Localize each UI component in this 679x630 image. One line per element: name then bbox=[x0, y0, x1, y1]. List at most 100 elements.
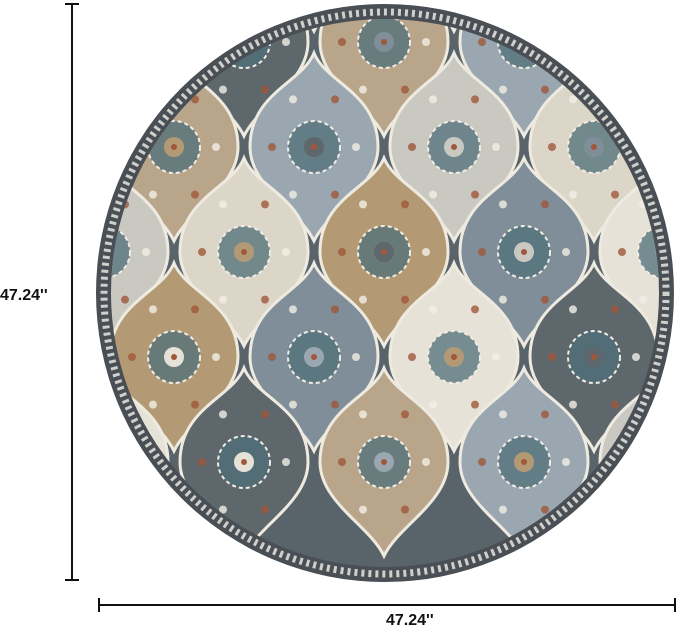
medallion-dot bbox=[521, 459, 527, 465]
floral-motif bbox=[478, 38, 486, 46]
floral-motif bbox=[261, 85, 269, 94]
floral-motif bbox=[198, 248, 206, 256]
floral-motif bbox=[499, 295, 507, 304]
floral-motif bbox=[219, 295, 227, 304]
floral-motif bbox=[338, 248, 346, 256]
floral-motif bbox=[212, 353, 220, 361]
medallion-petals bbox=[287, 330, 341, 384]
floral-motif bbox=[401, 505, 409, 514]
floral-motif bbox=[639, 505, 647, 514]
medallion bbox=[638, 226, 659, 278]
floral-motif bbox=[499, 200, 507, 209]
medallion-petals bbox=[357, 225, 411, 279]
floral-motif bbox=[569, 305, 577, 314]
width-dimension-label: 47.24'' bbox=[386, 612, 434, 629]
floral-motif bbox=[422, 38, 430, 46]
ogee-tile bbox=[670, 2, 676, 31]
floral-motif bbox=[611, 400, 619, 409]
floral-motif bbox=[639, 295, 647, 304]
medallion-dot bbox=[591, 354, 597, 360]
floral-motif bbox=[331, 305, 339, 314]
height-dimension-line bbox=[71, 3, 73, 581]
floral-motif bbox=[429, 190, 437, 199]
floral-motif bbox=[261, 410, 269, 419]
medallion-dot bbox=[521, 249, 527, 255]
floral-motif bbox=[352, 353, 360, 361]
medallion-petals bbox=[287, 120, 341, 174]
medallion-dot bbox=[311, 354, 317, 360]
floral-motif bbox=[282, 38, 290, 46]
floral-motif bbox=[499, 410, 507, 419]
floral-motif bbox=[268, 143, 276, 151]
floral-motif bbox=[632, 353, 640, 361]
floral-motif bbox=[611, 305, 619, 314]
floral-motif bbox=[492, 143, 500, 151]
floral-motif bbox=[289, 95, 297, 104]
floral-motif bbox=[492, 353, 500, 361]
medallion-petals bbox=[567, 330, 621, 384]
floral-motif bbox=[499, 505, 507, 514]
medallion-petals bbox=[217, 435, 271, 489]
floral-motif bbox=[422, 248, 430, 256]
floral-motif bbox=[289, 190, 297, 199]
floral-motif bbox=[548, 353, 556, 361]
ogee-tile bbox=[388, 19, 520, 35]
floral-motif bbox=[219, 505, 227, 514]
medallion-petals bbox=[147, 330, 201, 384]
floral-motif bbox=[149, 95, 157, 104]
floral-motif bbox=[541, 410, 549, 419]
floral-motif bbox=[191, 400, 199, 409]
medallion-dot bbox=[381, 39, 387, 45]
floral-motif bbox=[541, 85, 549, 94]
floral-motif bbox=[429, 400, 437, 409]
width-dimension-tick-left bbox=[98, 598, 100, 612]
floral-motif bbox=[401, 295, 409, 304]
floral-motif bbox=[639, 85, 647, 94]
medallion-petals bbox=[497, 435, 551, 489]
medallion-dot bbox=[311, 144, 317, 150]
floral-motif bbox=[219, 410, 227, 419]
floral-motif bbox=[401, 410, 409, 419]
medallion-dot bbox=[381, 249, 387, 255]
floral-motif bbox=[338, 38, 346, 46]
floral-motif bbox=[541, 200, 549, 209]
floral-motif bbox=[499, 85, 507, 94]
floral-motif bbox=[149, 400, 157, 409]
floral-motif bbox=[268, 353, 276, 361]
floral-motif bbox=[289, 305, 297, 314]
floral-motif bbox=[422, 458, 430, 466]
medallion-petals bbox=[111, 225, 131, 279]
medallion-petals bbox=[497, 225, 551, 279]
floral-motif bbox=[611, 190, 619, 199]
floral-motif bbox=[569, 400, 577, 409]
medallion-center bbox=[654, 452, 659, 472]
floral-motif bbox=[142, 248, 150, 256]
medallion bbox=[111, 19, 130, 68]
floral-motif bbox=[149, 305, 157, 314]
medallion-petals bbox=[637, 19, 659, 69]
ogee-tile bbox=[94, 2, 98, 31]
medallion-dot bbox=[171, 354, 177, 360]
floral-motif bbox=[219, 85, 227, 94]
width-dimension-tick-right bbox=[674, 598, 676, 612]
floral-motif bbox=[282, 248, 290, 256]
floral-motif bbox=[121, 85, 129, 94]
medallion bbox=[111, 436, 130, 488]
medallion-dot bbox=[451, 144, 457, 150]
height-dimension-tick-top bbox=[65, 3, 79, 5]
height-dimension-tick-bottom bbox=[65, 579, 79, 581]
floral-motif bbox=[359, 505, 367, 514]
medallion bbox=[638, 436, 659, 488]
floral-motif bbox=[261, 200, 269, 209]
medallion-petals bbox=[217, 225, 271, 279]
floral-motif bbox=[429, 95, 437, 104]
height-dimension-label: 47.24'' bbox=[0, 287, 48, 304]
medallion-dot bbox=[101, 459, 107, 465]
floral-motif bbox=[198, 38, 206, 46]
floral-motif bbox=[149, 190, 157, 199]
floral-motif bbox=[128, 353, 136, 361]
ogee-tile bbox=[528, 19, 659, 35]
floral-motif bbox=[331, 400, 339, 409]
floral-motif bbox=[331, 190, 339, 199]
floral-motif bbox=[471, 400, 479, 409]
